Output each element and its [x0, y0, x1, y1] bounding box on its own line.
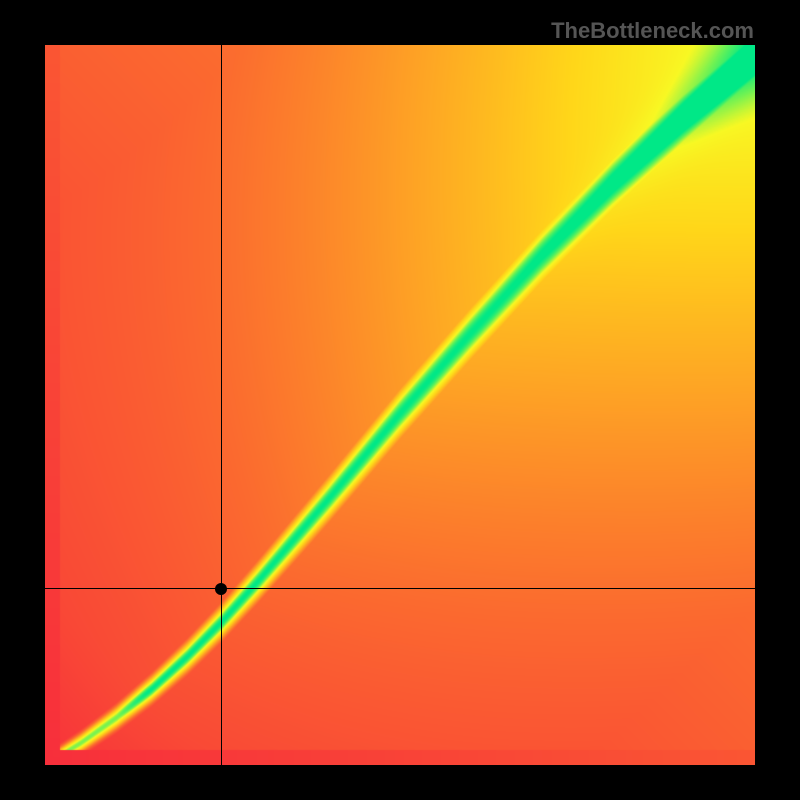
crosshair-vertical	[221, 45, 222, 765]
watermark-text: TheBottleneck.com	[551, 18, 754, 44]
bottleneck-marker	[215, 583, 227, 595]
chart-container: TheBottleneck.com	[0, 0, 800, 800]
heatmap-canvas	[45, 45, 755, 765]
crosshair-horizontal	[45, 588, 755, 589]
